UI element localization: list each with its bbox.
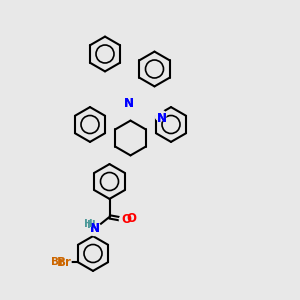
Text: N: N — [89, 222, 100, 236]
Circle shape — [58, 256, 71, 269]
Text: N: N — [157, 112, 167, 125]
Text: O: O — [121, 213, 131, 226]
Text: H: H — [83, 219, 92, 230]
Circle shape — [119, 213, 133, 226]
Text: O: O — [126, 212, 136, 225]
Text: H: H — [86, 220, 95, 230]
Text: N: N — [89, 222, 100, 236]
Circle shape — [155, 110, 166, 121]
Circle shape — [88, 222, 101, 236]
Text: N: N — [124, 97, 134, 110]
Text: Br: Br — [51, 257, 64, 267]
Text: Br: Br — [57, 256, 72, 269]
Circle shape — [128, 98, 139, 109]
Circle shape — [83, 220, 93, 229]
Text: N: N — [157, 112, 167, 125]
Text: N: N — [124, 97, 134, 110]
